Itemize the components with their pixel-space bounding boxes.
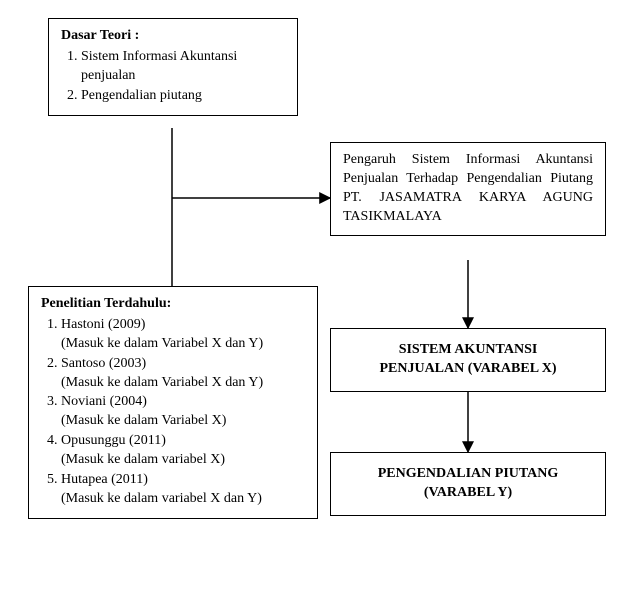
dasar-teori-item: Sistem Informasi Akuntansi penjualan	[81, 48, 285, 86]
box-dasar-teori: Dasar Teori : Sistem Informasi Akuntansi…	[48, 18, 298, 116]
dasar-teori-title: Dasar Teori :	[61, 27, 285, 46]
varx-line2: PENJUALAN (VARABEL X)	[343, 360, 593, 379]
penelitian-item-note: (Masuk ke dalam variabel X dan Y)	[61, 491, 262, 506]
penelitian-item-note: (Masuk ke dalam Variabel X)	[61, 413, 226, 428]
varx-line1: SISTEM AKUNTANSI	[343, 341, 593, 360]
penelitian-item-name: Hutapea (2011)	[61, 472, 148, 487]
penelitian-item-note: (Masuk ke dalam Variabel X dan Y)	[61, 375, 263, 390]
dasar-teori-item-text: Sistem Informasi Akuntansi penjualan	[81, 49, 237, 83]
penelitian-item: Hastoni (2009) (Masuk ke dalam Variabel …	[61, 316, 305, 354]
dasar-teori-item-text: Pengendalian piutang	[81, 88, 202, 103]
box-variabel-x: SISTEM AKUNTANSI PENJUALAN (VARABEL X)	[330, 328, 606, 392]
penelitian-terdahulu-list: Hastoni (2009) (Masuk ke dalam Variabel …	[41, 316, 305, 509]
pengaruh-text: Pengaruh Sistem Informasi Akuntansi Penj…	[343, 152, 593, 224]
penelitian-item-note: (Masuk ke dalam variabel X)	[61, 452, 225, 467]
dasar-teori-list: Sistem Informasi Akuntansi penjualan Pen…	[61, 48, 285, 106]
penelitian-item-note: (Masuk ke dalam Variabel X dan Y)	[61, 336, 263, 351]
box-variabel-y: PENGENDALIAN PIUTANG (VARABEL Y)	[330, 452, 606, 516]
penelitian-item: Santoso (2003) (Masuk ke dalam Variabel …	[61, 355, 305, 393]
penelitian-item: Hutapea (2011) (Masuk ke dalam variabel …	[61, 471, 305, 509]
vary-line2: (VARABEL Y)	[343, 484, 593, 503]
penelitian-item: Noviani (2004) (Masuk ke dalam Variabel …	[61, 393, 305, 431]
dasar-teori-item: Pengendalian piutang	[81, 87, 285, 106]
box-penelitian-terdahulu: Penelitian Terdahulu: Hastoni (2009) (Ma…	[28, 286, 318, 519]
penelitian-item-name: Noviani (2004)	[61, 394, 147, 409]
penelitian-item-name: Hastoni (2009)	[61, 317, 145, 332]
penelitian-item: Opusunggu (2011) (Masuk ke dalam variabe…	[61, 432, 305, 470]
penelitian-item-name: Opusunggu (2011)	[61, 433, 166, 448]
penelitian-item-name: Santoso (2003)	[61, 356, 146, 371]
box-pengaruh: Pengaruh Sistem Informasi Akuntansi Penj…	[330, 142, 606, 236]
penelitian-terdahulu-title: Penelitian Terdahulu:	[41, 295, 305, 314]
vary-line1: PENGENDALIAN PIUTANG	[343, 465, 593, 484]
